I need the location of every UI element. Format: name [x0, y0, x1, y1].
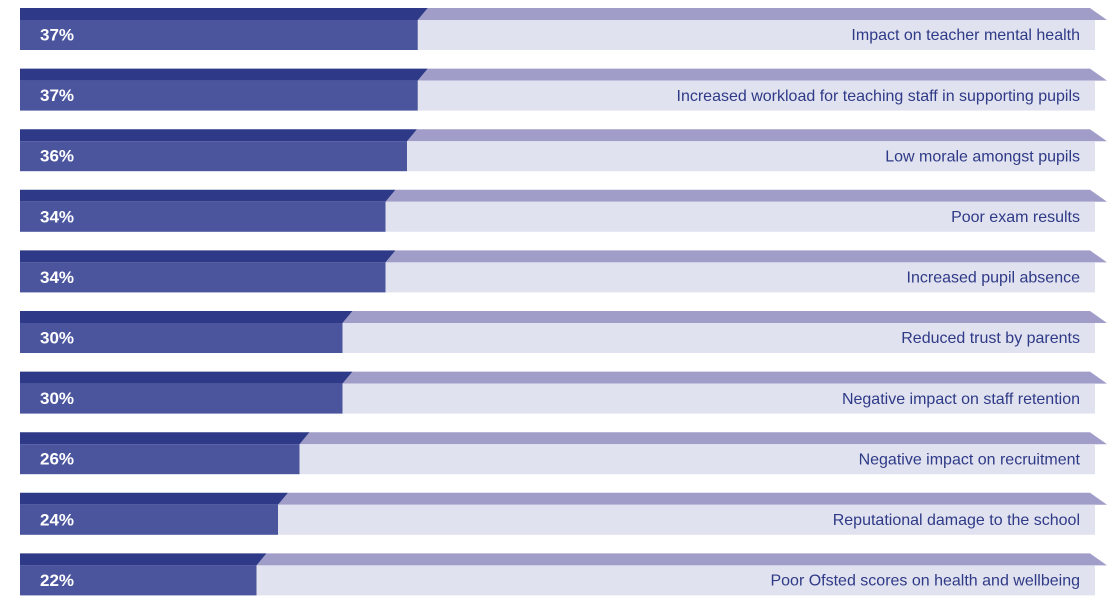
- value-label: 37%: [40, 25, 74, 44]
- category-label: Low morale amongst pupils: [885, 148, 1080, 165]
- category-label: Impact on teacher mental health: [851, 27, 1080, 44]
- category-label: Increased pupil absence: [907, 270, 1081, 287]
- bar-rest: [256, 565, 1095, 596]
- value-label: 30%: [40, 389, 74, 408]
- bar: [20, 201, 386, 232]
- bar-top: [20, 492, 288, 505]
- bar-rest: [417, 80, 1095, 111]
- bar-top: [20, 311, 353, 323]
- value-label: 22%: [40, 571, 74, 590]
- bar-top-rest: [299, 432, 1107, 445]
- bar-top: [20, 8, 428, 20]
- bar-top: [20, 189, 396, 202]
- value-label: 36%: [40, 147, 74, 166]
- category-label: Reputational damage to the school: [833, 512, 1080, 529]
- bar: [20, 565, 257, 596]
- bar-rest: [385, 201, 1095, 232]
- bar-top-rest: [385, 250, 1107, 263]
- category-label: Negative impact on recruitment: [859, 451, 1081, 468]
- bar-rest: [385, 262, 1095, 293]
- bar-rest: [417, 20, 1095, 50]
- bar-top: [20, 432, 310, 445]
- bar-top-rest: [278, 492, 1107, 505]
- bar: [20, 444, 300, 475]
- bar: [20, 383, 343, 414]
- category-label: Negative impact on staff retention: [842, 391, 1080, 408]
- bar: [20, 262, 386, 293]
- category-label: Poor Ofsted scores on health and wellbei…: [770, 573, 1080, 590]
- bar-rest: [342, 323, 1095, 353]
- bar-top-rest: [417, 8, 1107, 20]
- bar-top-rest: [256, 553, 1107, 566]
- value-label: 26%: [40, 450, 74, 469]
- bar: [20, 504, 278, 535]
- bar-top-rest: [407, 129, 1107, 142]
- bar: [20, 20, 418, 50]
- bar-top: [20, 553, 267, 566]
- bar-top: [20, 129, 417, 142]
- bar-top: [20, 68, 428, 81]
- bar-rest: [278, 504, 1095, 535]
- value-label: 34%: [40, 207, 74, 226]
- value-label: 30%: [40, 328, 74, 347]
- bar: [20, 323, 343, 353]
- bar-top-rest: [342, 371, 1107, 384]
- bar-rest: [299, 444, 1095, 475]
- bar: [20, 141, 407, 172]
- category-label: Increased workload for teaching staff in…: [677, 88, 1081, 105]
- bar-rest: [342, 383, 1095, 414]
- value-label: 34%: [40, 268, 74, 287]
- category-label: Poor exam results: [951, 209, 1080, 226]
- bar-top-rest: [385, 189, 1107, 202]
- bar-top-rest: [417, 68, 1107, 81]
- bar-top: [20, 250, 396, 263]
- bar-top: [20, 371, 353, 384]
- value-label: 37%: [40, 86, 74, 105]
- category-label: Reduced trust by parents: [901, 330, 1080, 347]
- bar-rest: [407, 141, 1095, 172]
- bar: [20, 80, 418, 111]
- value-label: 24%: [40, 510, 74, 529]
- bar-top-rest: [342, 311, 1107, 323]
